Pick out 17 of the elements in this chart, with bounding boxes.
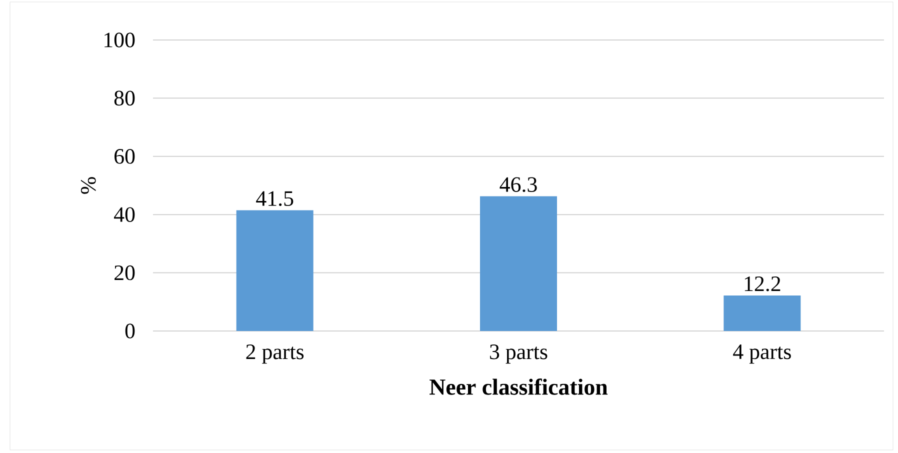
x-tick-label: 2 parts: [246, 344, 304, 364]
data-label: 46.3: [500, 177, 537, 192]
bar: [724, 295, 801, 331]
data-label: 41.5: [256, 191, 294, 206]
bar: [236, 210, 314, 331]
y-tick-label: 0: [125, 324, 135, 338]
y-tick-label: 60: [114, 148, 135, 164]
x-tick-label: 3 parts: [490, 344, 548, 364]
bar: [480, 196, 558, 331]
x-axis-title: Neer classification: [430, 378, 608, 395]
y-tick-label: 80: [114, 90, 135, 106]
x-tick-label: 4 parts: [733, 344, 791, 364]
y-axis-title: %: [80, 177, 96, 194]
y-tick-label: 40: [114, 207, 135, 222]
y-tick-label: 100: [104, 32, 135, 48]
y-tick-label: 20: [114, 265, 135, 280]
data-label: 12.2: [744, 276, 780, 292]
